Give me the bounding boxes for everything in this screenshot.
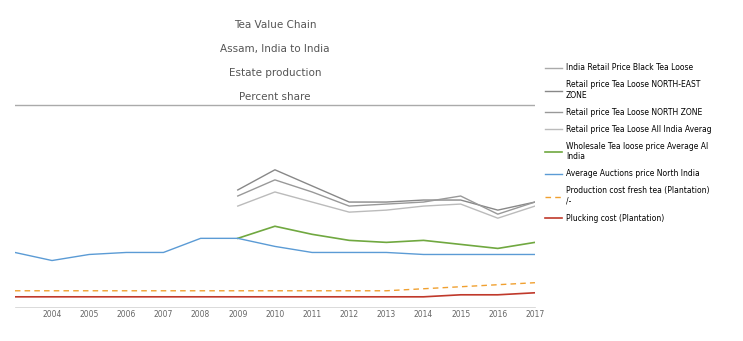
Text: Estate production: Estate production xyxy=(229,68,321,78)
Text: Tea Value Chain: Tea Value Chain xyxy=(233,20,317,30)
Text: Percent share: Percent share xyxy=(239,92,311,102)
Legend: India Retail Price Black Tea Loose, Retail price Tea Loose NORTH-EAST
ZONE, Reta: India Retail Price Black Tea Loose, Reta… xyxy=(545,63,712,223)
Text: Assam, India to India: Assam, India to India xyxy=(220,44,330,54)
